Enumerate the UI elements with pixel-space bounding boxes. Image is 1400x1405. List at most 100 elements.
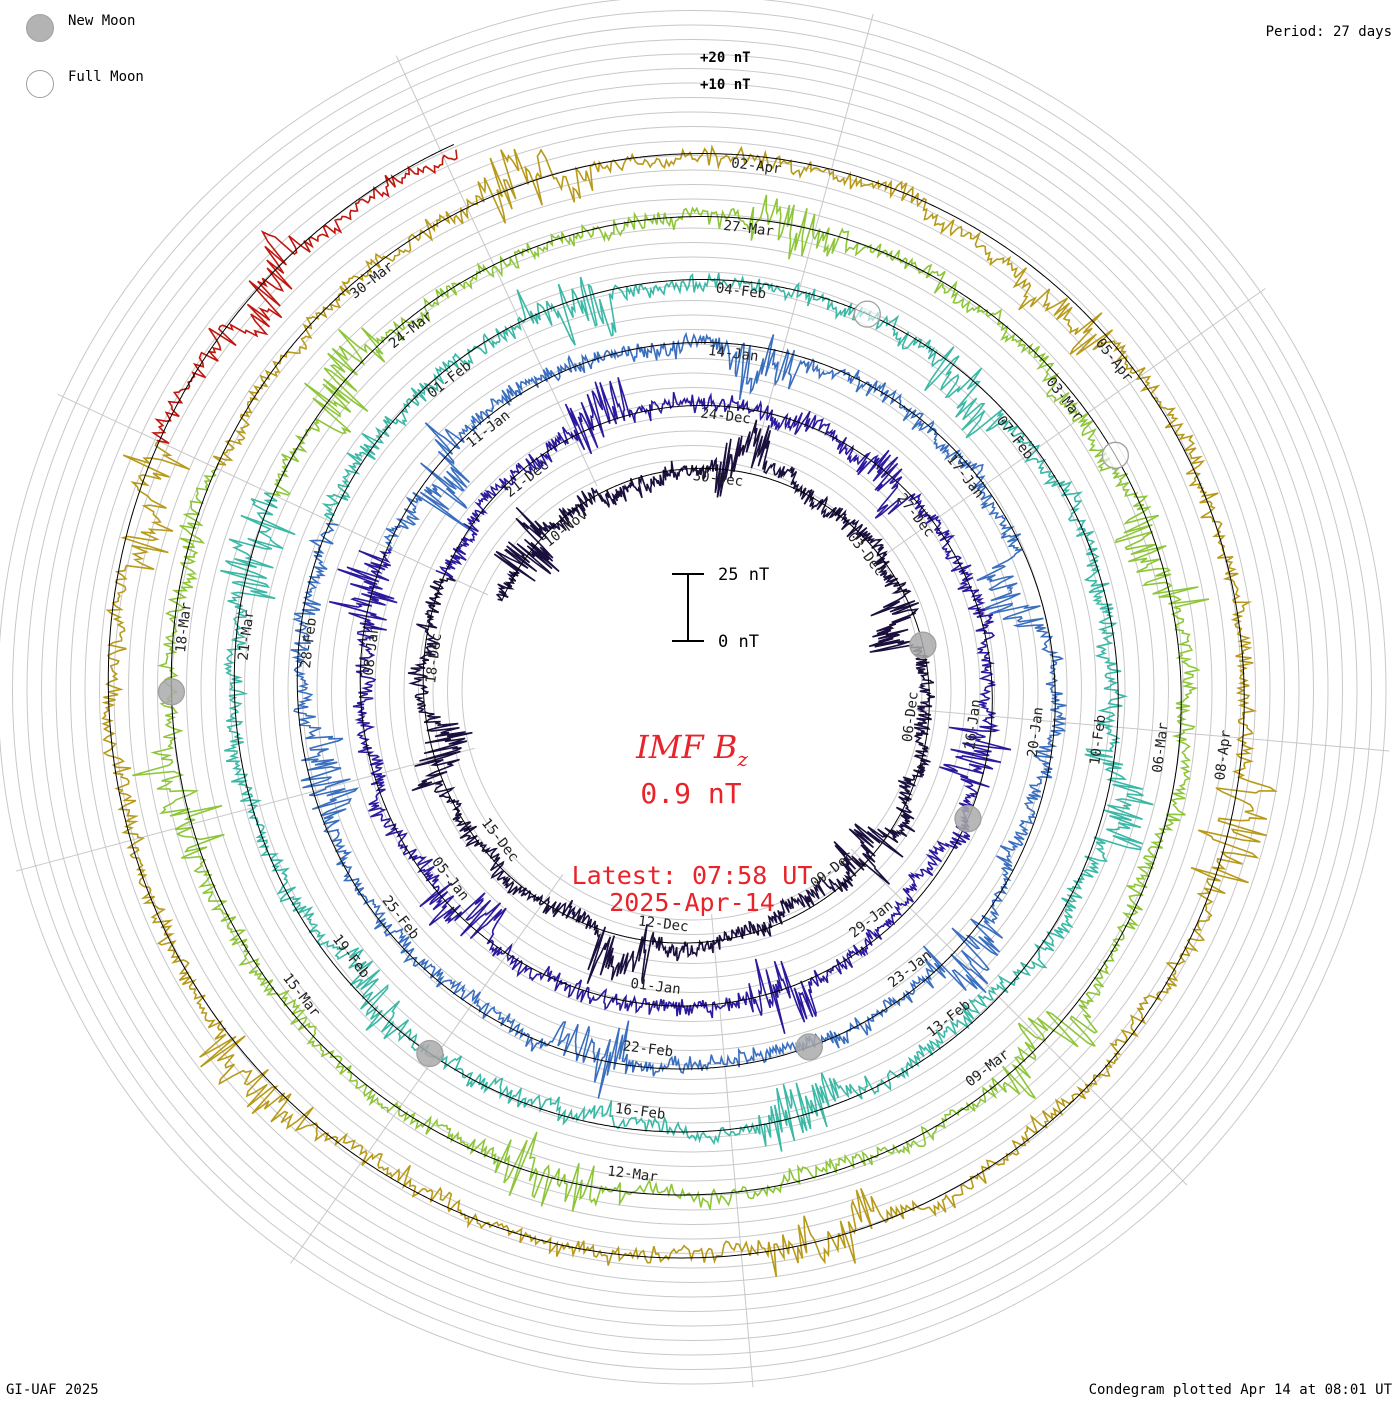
grid-ring (447, 445, 937, 935)
date-label: 18-Dec (423, 632, 445, 684)
date-label: 24-Dec (700, 405, 752, 427)
date-label: 08-Jan (361, 625, 383, 677)
period-label: Period: 27 days (1265, 24, 1392, 40)
new-moon-marker (954, 805, 982, 833)
radial-spoke (916, 709, 1390, 752)
trace-rotation-3 (290, 331, 1067, 1099)
latest-time: Latest: 07:58 UT (572, 861, 813, 890)
grid-ring (418, 416, 966, 964)
title-imf-bz: IMF Bz (635, 728, 748, 771)
legend-full-moon: Full Moon (26, 69, 144, 98)
date-label: 12-Mar (606, 1163, 658, 1185)
footer-plotted: Condegram plotted Apr 14 at 08:01 UT (1088, 1382, 1392, 1398)
date-label: 19-Feb (329, 932, 373, 982)
full-moon-icon (26, 70, 54, 98)
scale-bar: 25 nT 0 nT (672, 565, 769, 652)
radial-spoke (395, 55, 598, 487)
radial-spokes (15, 13, 1390, 1388)
date-label: 14-Jan (707, 343, 759, 365)
radial-spoke (876, 288, 1266, 562)
footer-credit: GI-UAF 2025 (6, 1382, 99, 1398)
date-label: 07-Feb (993, 413, 1037, 463)
new-moon-marker (416, 1039, 444, 1068)
date-label: 04-Feb (715, 280, 767, 302)
date-label: 30-Dec (692, 468, 744, 490)
trace-rotation-1 (407, 419, 935, 985)
baseline-rotation-3 (296, 342, 1056, 1070)
baseline-rotation-6 (107, 153, 1245, 1259)
scale-bar-top-label: 25 nT (718, 565, 769, 585)
date-label: 24-Mar (386, 308, 436, 352)
moon-markers (157, 300, 1130, 1068)
grid-ring (41, 39, 1343, 1341)
baseline-rotation-4 (233, 279, 1119, 1133)
date-label: 10-Nov (541, 507, 591, 551)
trace-rotation-4 (220, 272, 1154, 1152)
date-label: 28-Feb (298, 617, 320, 669)
baseline-rotation-1 (422, 467, 930, 944)
grid-ring (316, 314, 1068, 1066)
full-moon-marker (853, 300, 881, 328)
baseline-rotation-7 (158, 144, 454, 442)
legend-new-moon: New Moon (26, 13, 136, 42)
ring-scale-label: +20 nT (700, 50, 751, 66)
bz-traces (101, 144, 1278, 1277)
grid-ring (0, 0, 1387, 1385)
date-label: 05-Apr (1092, 335, 1136, 385)
grid-ring (244, 242, 1140, 1138)
grid-ring (84, 82, 1300, 1298)
grid-ring (26, 24, 1358, 1356)
date-label: 10-Feb (1087, 714, 1109, 766)
full-moon-marker (1101, 441, 1130, 469)
latest-date: 2025-Apr-14 (609, 888, 775, 917)
grid-ring (215, 213, 1169, 1167)
radial-spoke (290, 874, 564, 1264)
baseline-rings (107, 144, 1245, 1259)
ring-scale-labels: +20 nT +10 nT (700, 50, 751, 93)
date-label: 26-Jan (962, 698, 984, 750)
date-label: 08-Apr (1212, 729, 1234, 781)
grid-ring (55, 53, 1329, 1327)
trace-rotation-6 (101, 144, 1278, 1277)
grid-ring (99, 97, 1285, 1283)
legend-full-moon-label: Full Moon (68, 69, 144, 85)
date-label: 02-Apr (730, 155, 782, 177)
date-label: 16-Feb (614, 1101, 666, 1123)
grid-ring (113, 111, 1271, 1269)
grid-rings (0, 0, 1387, 1385)
grid-ring (128, 126, 1256, 1254)
date-label: 01-Feb (425, 358, 475, 402)
date-label: 12-Dec (637, 913, 689, 935)
date-label: 21-Dec (502, 457, 552, 501)
new-moon-marker (157, 678, 186, 706)
grid-ring (287, 285, 1097, 1095)
grid-ring (200, 198, 1184, 1182)
grid-ring (258, 256, 1126, 1124)
new-moon-marker (909, 631, 937, 659)
grid-ring (461, 459, 923, 921)
date-label: 18-Mar (173, 602, 195, 654)
current-value: 0.9 nT (640, 777, 741, 810)
radial-spoke (15, 747, 475, 872)
baseline-rotation-5 (170, 216, 1182, 1196)
grid-ring (374, 372, 1010, 1008)
date-label: 21-Mar (235, 609, 257, 661)
scale-bar-bottom-label: 0 nT (718, 632, 759, 652)
date-label: 22-Feb (622, 1038, 674, 1060)
grid-ring (331, 329, 1053, 1051)
date-label: 01-Jan (629, 976, 681, 998)
grid-ring (70, 68, 1314, 1312)
legend-new-moon-label: New Moon (68, 13, 136, 29)
grid-ring (12, 10, 1372, 1370)
title-subscript: z (736, 747, 748, 771)
date-label: 20-Jan (1025, 706, 1047, 758)
new-moon-icon (26, 14, 54, 42)
grid-ring (389, 387, 995, 993)
date-label: 27-Mar (723, 218, 775, 240)
center-title: IMF Bz 0.9 nT Latest: 07:58 UT 2025-Apr-… (572, 728, 813, 917)
title-main: IMF B (635, 728, 737, 766)
new-moon-marker (795, 1033, 823, 1061)
radial-spoke (711, 914, 754, 1388)
date-label: 06-Mar (1150, 722, 1172, 774)
